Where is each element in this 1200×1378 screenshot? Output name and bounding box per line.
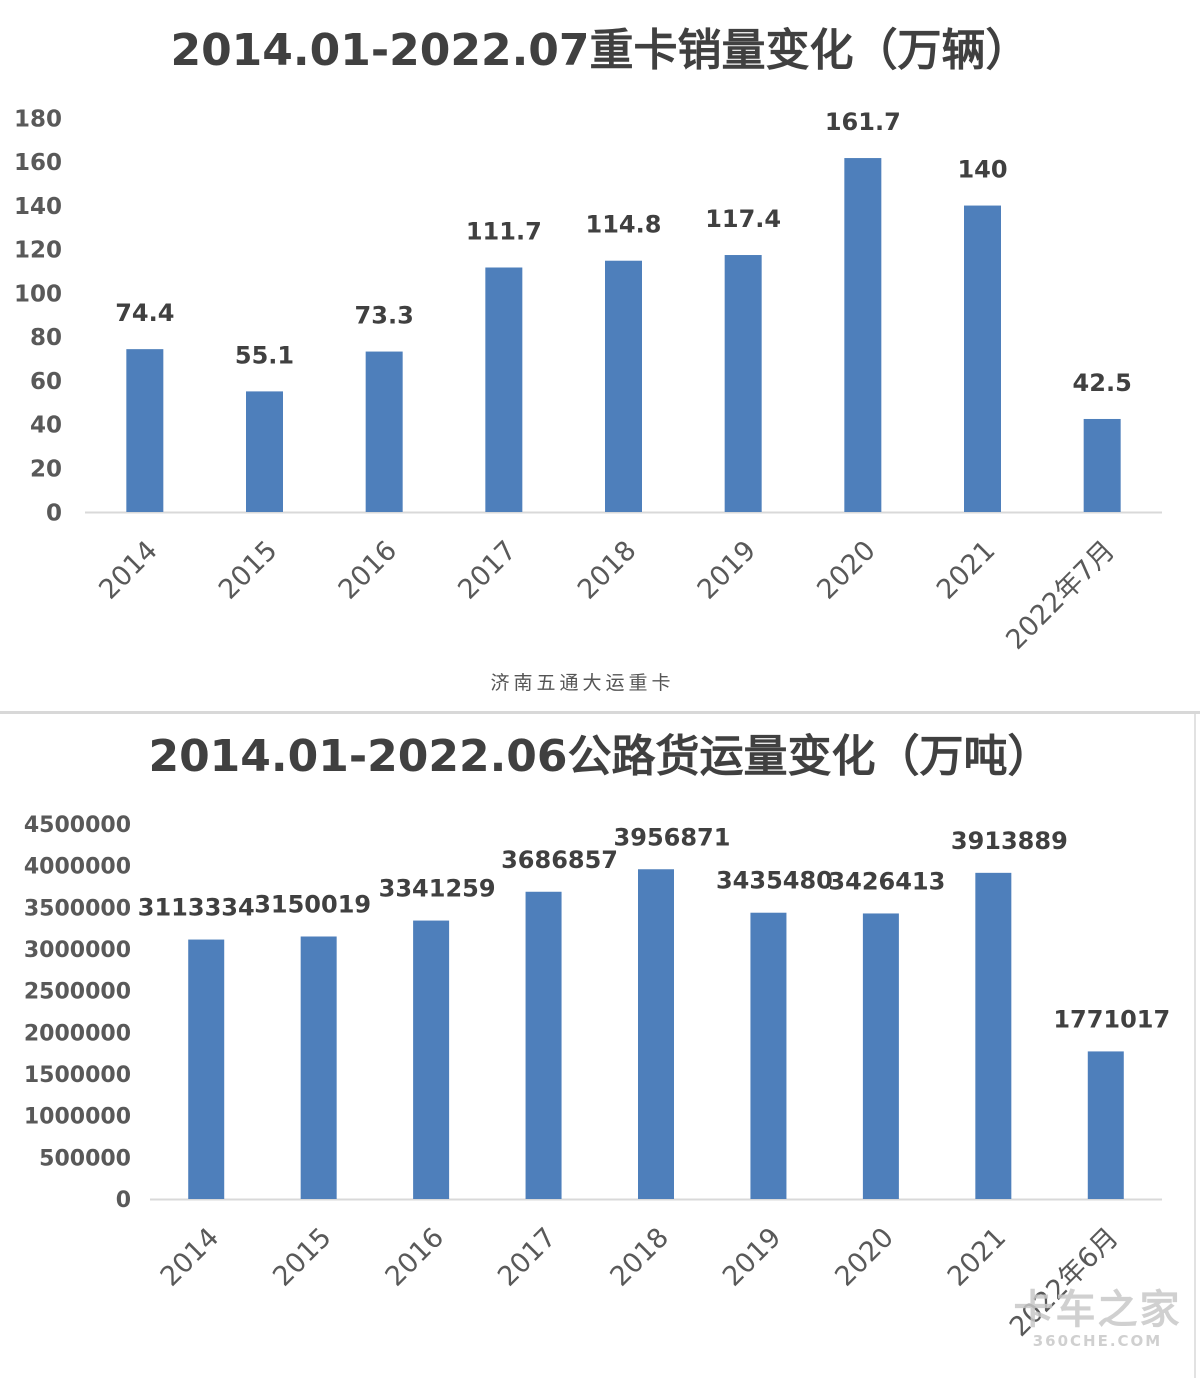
x-tick-label: 2022年7月 bbox=[1000, 535, 1121, 656]
x-tick-label: 2017 bbox=[492, 1222, 563, 1293]
data-label: 111.7 bbox=[466, 218, 542, 246]
y-tick-label: 0 bbox=[116, 1188, 131, 1213]
data-label: 73.3 bbox=[355, 302, 414, 330]
data-label: 140 bbox=[957, 156, 1007, 184]
bar bbox=[605, 260, 642, 512]
bar bbox=[246, 391, 283, 512]
y-tick-label: 4000000 bbox=[24, 855, 131, 880]
bar bbox=[1087, 1051, 1124, 1199]
y-tick-label: 0 bbox=[46, 500, 62, 526]
x-tick-label: 2021 bbox=[931, 535, 1002, 606]
x-tick-label: 2019 bbox=[692, 535, 763, 606]
bar bbox=[844, 158, 882, 512]
data-label: 3913889 bbox=[951, 827, 1068, 855]
y-tick-label: 2000000 bbox=[24, 1021, 131, 1046]
watermark-main: 卡车之家 bbox=[1013, 1287, 1182, 1333]
y-tick-label: 40 bbox=[30, 413, 62, 439]
x-tick-label: 2019 bbox=[717, 1222, 788, 1293]
bar bbox=[750, 912, 787, 1199]
y-tick-label: 60 bbox=[30, 369, 62, 395]
x-tick-label: 2020 bbox=[829, 1222, 900, 1293]
y-tick-label: 120 bbox=[14, 238, 62, 264]
chart-title: 2014.01-2022.07重卡销量变化（万辆） bbox=[170, 25, 1030, 76]
watermark-logo: 卡车之家 360CHE.COM bbox=[1000, 1288, 1195, 1350]
y-tick-label: 500000 bbox=[39, 1146, 131, 1171]
bar bbox=[964, 205, 1001, 513]
bar bbox=[300, 936, 337, 1199]
chart-title: 2014.01-2022.06公路货运量变化（万吨） bbox=[148, 731, 1052, 782]
chart-panel-road-freight: 0 500000 1000000 1500000 2000000 2500000 30000… bbox=[0, 714, 1200, 1378]
bar bbox=[975, 872, 1012, 1199]
bar bbox=[413, 920, 450, 1199]
data-label: 117.4 bbox=[705, 205, 781, 233]
x-tick-label: 2014 bbox=[155, 1222, 226, 1293]
data-label: 161.7 bbox=[825, 108, 901, 136]
data-label: 55.1 bbox=[235, 341, 294, 369]
data-label: 1771017 bbox=[1053, 1005, 1170, 1033]
data-label: 3435480 bbox=[716, 867, 833, 895]
data-label: 3686857 bbox=[501, 846, 618, 874]
bar bbox=[525, 891, 562, 1199]
data-label: 3150019 bbox=[254, 890, 371, 918]
y-tick-label: 20 bbox=[30, 457, 62, 483]
x-tick-label: 2018 bbox=[572, 535, 643, 606]
panel-edge bbox=[1194, 714, 1196, 1378]
x-tick-label: 2017 bbox=[452, 535, 523, 606]
x-tick-label: 2015 bbox=[213, 535, 284, 606]
x-tick-label: 2016 bbox=[380, 1222, 451, 1293]
data-label: 42.5 bbox=[1073, 369, 1132, 397]
y-tick-label: 100 bbox=[14, 281, 62, 307]
data-label: 3426413 bbox=[828, 867, 945, 895]
y-tick-label: 180 bbox=[14, 106, 62, 132]
y-tick-label: 1000000 bbox=[24, 1105, 131, 1130]
x-tick-label: 2021 bbox=[942, 1222, 1013, 1293]
bar bbox=[862, 913, 899, 1199]
y-tick-label: 80 bbox=[30, 325, 62, 351]
y-tick-label: 3500000 bbox=[24, 896, 131, 921]
data-label: 114.8 bbox=[586, 211, 662, 239]
data-label: 3956871 bbox=[614, 823, 731, 851]
y-tick-label: 2500000 bbox=[24, 980, 131, 1005]
bar bbox=[188, 939, 225, 1199]
x-tick-label: 2016 bbox=[333, 535, 404, 606]
road-freight-chart: 0 500000 1000000 1500000 2000000 2500000 30000… bbox=[24, 813, 1170, 1343]
y-tick-label: 4500000 bbox=[24, 813, 131, 838]
bar bbox=[638, 869, 674, 1199]
y-tick-label: 160 bbox=[14, 150, 62, 176]
x-tick-label: 2014 bbox=[93, 535, 164, 606]
data-label: 3113334 bbox=[138, 894, 255, 922]
x-tick-label: 2020 bbox=[811, 535, 882, 606]
y-tick-label: 3000000 bbox=[24, 938, 131, 963]
data-label: 74.4 bbox=[115, 299, 174, 327]
panel-divider bbox=[0, 711, 1200, 714]
heavy-truck-sales-chart: 0 20 40 60 80 100 120 140 160 180 74.4 2014 55.1 2015… bbox=[14, 106, 1162, 656]
bar bbox=[365, 351, 403, 512]
x-tick-label: 2018 bbox=[604, 1222, 675, 1293]
credit-text: 济南五通大运重卡 bbox=[490, 672, 675, 694]
bar bbox=[724, 255, 762, 512]
chart-panel-heavy-truck-sales: 2014.01-2022.07重卡销量变化（万辆） 0 20 40 60 80 100 12… bbox=[13, 25, 1162, 694]
bar bbox=[1083, 418, 1121, 512]
bar bbox=[485, 267, 523, 512]
y-tick-label: 1500000 bbox=[24, 1063, 131, 1088]
bar bbox=[126, 349, 164, 512]
watermark-sub: 360CHE.COM bbox=[1032, 1332, 1163, 1350]
y-tick-label: 140 bbox=[14, 194, 62, 220]
data-label: 3341259 bbox=[379, 875, 496, 903]
x-tick-label: 2015 bbox=[267, 1222, 338, 1293]
